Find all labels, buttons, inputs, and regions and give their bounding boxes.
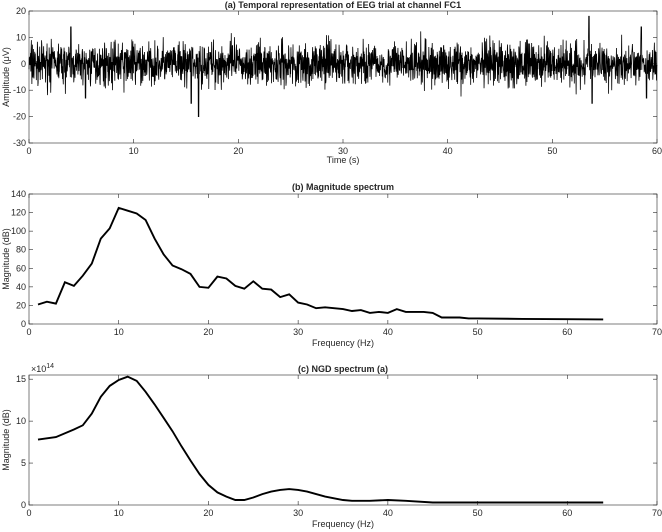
x-tick-label: 30 <box>293 327 303 337</box>
x-tick-label: 20 <box>233 146 243 156</box>
x-tick-label: 20 <box>203 327 213 337</box>
y-tick-label: 20 <box>16 6 26 16</box>
y-tick-label: 0 <box>21 59 26 69</box>
chart-title: (c) NGD spectrum (a) <box>298 364 388 374</box>
x-axis-label: Frequency (Hz) <box>312 338 374 348</box>
y-axis: 0 20 40 60 80 100 120 140 <box>11 189 657 329</box>
x-tick-label: 70 <box>652 508 662 518</box>
y-tick-label: 140 <box>11 189 26 199</box>
y-axis-label: Magnitude (dB) <box>1 409 11 471</box>
x-tick-label: 60 <box>652 146 662 156</box>
y-tick-label: 10 <box>16 32 26 42</box>
x-tick-label: 40 <box>383 508 393 518</box>
x-tick-label: 30 <box>338 146 348 156</box>
y-tick-label: 10 <box>16 416 26 426</box>
y-axis: 0 5 10 15 <box>16 374 657 510</box>
y-tick-label: 0 <box>21 319 26 329</box>
y-tick-label: 60 <box>16 263 26 273</box>
x-axis-label: Time (s) <box>327 155 360 165</box>
series-line <box>37 375 604 504</box>
y-axis-label: Amplitude (μV) <box>1 47 11 107</box>
plot-area <box>28 374 658 506</box>
x-tick-label: 20 <box>203 508 213 518</box>
x-tick-label: 10 <box>114 327 124 337</box>
x-axis: 0 10 20 30 40 50 60 <box>26 11 662 156</box>
x-tick-label: 40 <box>383 327 393 337</box>
y-tick-label: 20 <box>16 300 26 310</box>
y-tick-label: -30 <box>13 138 26 148</box>
y-tick-label: 100 <box>11 226 26 236</box>
panel-b-magnitude-spectrum: (b) Magnitude spectrum 0 10 20 30 40 50 60 70 0… <box>1 182 662 348</box>
y-tick-label: 120 <box>11 208 26 218</box>
x-tick-label: 50 <box>547 146 557 156</box>
y-tick-label: 15 <box>16 374 26 384</box>
x-tick-label: 50 <box>473 327 483 337</box>
panel-a-temporal: (a) Temporal representation of EEG trial… <box>1 0 662 165</box>
series-line <box>37 206 604 321</box>
chart-title: (a) Temporal representation of EEG trial… <box>225 0 461 10</box>
x-tick-label: 60 <box>562 508 572 518</box>
chart-title: (b) Magnitude spectrum <box>292 182 394 192</box>
x-tick-label: 30 <box>293 508 303 518</box>
x-axis: 0 10 20 30 40 50 60 70 <box>26 375 662 518</box>
y-tick-label: 0 <box>21 500 26 510</box>
y-tick-label: -10 <box>13 85 26 95</box>
x-tick-label: 0 <box>26 508 31 518</box>
x-tick-label: 50 <box>473 508 483 518</box>
panel-c-ngd-spectrum: (c) NGD spectrum (a) ×1014 0 10 20 30 40 50 60… <box>1 363 662 529</box>
x-tick-label: 0 <box>26 327 31 337</box>
y-tick-label: 40 <box>16 282 26 292</box>
y-tick-label: 5 <box>21 458 26 468</box>
y-exponent-label: ×1014 <box>31 363 54 374</box>
x-tick-label: 70 <box>652 327 662 337</box>
y-tick-label: -20 <box>13 112 26 122</box>
x-tick-label: 0 <box>26 146 31 156</box>
plot-area <box>28 193 658 325</box>
x-tick-label: 10 <box>129 146 139 156</box>
x-axis: 0 10 20 30 40 50 60 70 <box>26 194 662 337</box>
series-line <box>28 15 658 117</box>
x-tick-label: 60 <box>562 327 572 337</box>
x-axis-label: Frequency (Hz) <box>312 519 374 529</box>
y-axis-label: Magnitude (dB) <box>1 228 11 290</box>
y-tick-label: 80 <box>16 245 26 255</box>
x-tick-label: 10 <box>114 508 124 518</box>
x-tick-label: 40 <box>443 146 453 156</box>
